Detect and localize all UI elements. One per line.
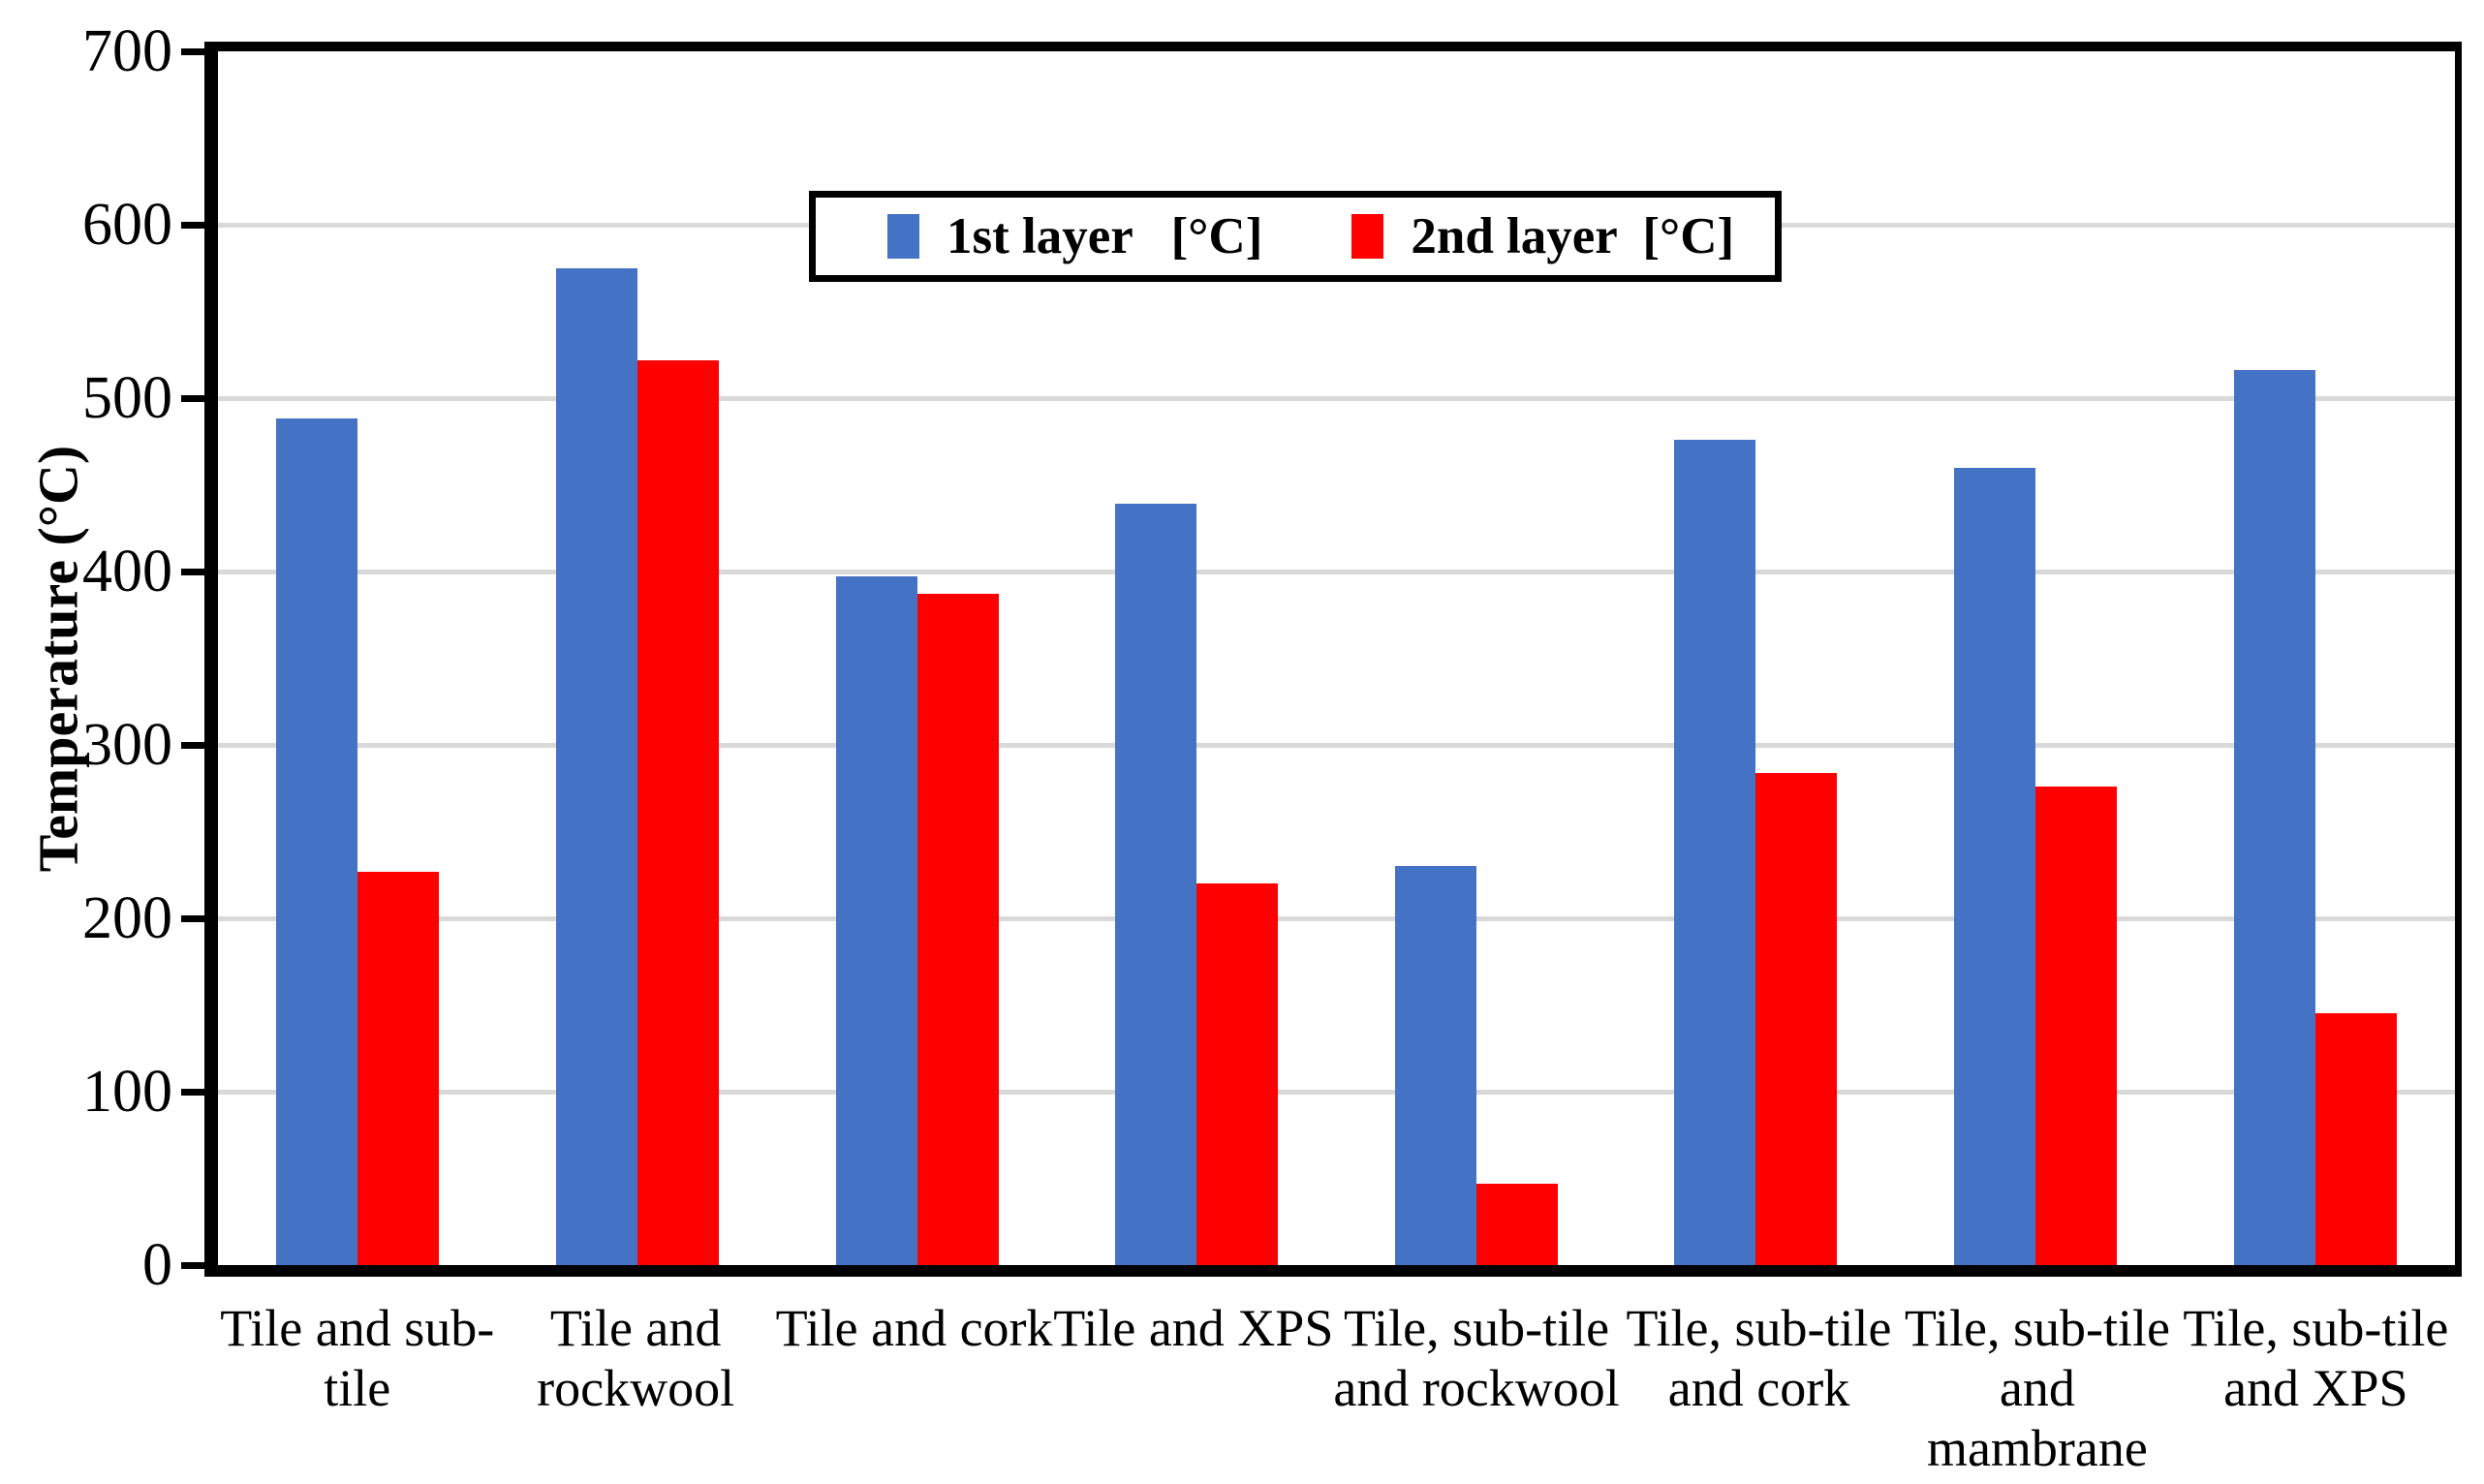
- bar: [555, 267, 637, 1265]
- y-tick-400: [181, 569, 204, 575]
- legend: 1st layer [°C] 2nd layer [°C]: [809, 191, 1782, 282]
- x-category-label: Tile and XPS: [1053, 1299, 1334, 1357]
- y-tick-200: [181, 915, 204, 922]
- bar: [276, 418, 358, 1265]
- plot-area: [204, 42, 2462, 1277]
- y-tick-label-100: 100: [82, 1059, 172, 1125]
- bar: [1115, 504, 1197, 1265]
- y-tick-label-0: 0: [142, 1232, 172, 1298]
- y-tick-300: [181, 742, 204, 749]
- y-tick-label-400: 400: [82, 539, 172, 604]
- x-category-label: Tile and sub-tile: [220, 1299, 495, 1417]
- y-tick-100: [181, 1089, 204, 1096]
- gridline-400: [218, 570, 2455, 574]
- legend-entry-1st-layer: 1st layer [°C]: [887, 207, 1262, 265]
- gridline-300: [218, 743, 2455, 748]
- bar-group-6: [1616, 51, 1896, 1265]
- bar-group-2: [498, 51, 778, 1265]
- y-tick-700: [181, 48, 204, 55]
- y-tick-600: [181, 222, 204, 229]
- y-tick-label-300: 300: [82, 712, 172, 778]
- legend-label-2nd-layer: 2nd layer [°C]: [1411, 208, 1735, 264]
- y-axis-title: Temperature (°C): [26, 445, 90, 873]
- x-category-label: Tile, sub-tile and XPS: [2183, 1299, 2449, 1417]
- legend-swatch-2nd-layer: [1351, 214, 1384, 259]
- bar: [2035, 786, 2118, 1265]
- x-category-label: Tile, sub-tile and mambrane: [1904, 1299, 2170, 1477]
- bar: [2314, 1013, 2397, 1265]
- bar-group-3: [777, 51, 1057, 1265]
- bar: [357, 871, 440, 1265]
- bar: [1954, 467, 2036, 1265]
- y-tick-label-700: 700: [82, 18, 172, 84]
- bar-group-5: [1337, 51, 1617, 1265]
- legend-swatch-1st-layer: [887, 214, 919, 259]
- bar: [2233, 370, 2315, 1265]
- gridline-500: [218, 396, 2455, 401]
- bar: [1394, 866, 1476, 1265]
- y-tick-label-600: 600: [82, 192, 172, 258]
- x-category-label: Tile and cork: [775, 1299, 1053, 1357]
- y-tick-0: [181, 1262, 204, 1269]
- bar-group-7: [1896, 51, 2176, 1265]
- y-tick-500: [181, 395, 204, 402]
- bar-group-1: [218, 51, 498, 1265]
- bar-group-4: [1057, 51, 1337, 1265]
- bar: [1674, 439, 1756, 1265]
- x-category-label: Tile, sub-tile and cork: [1626, 1299, 1892, 1417]
- x-axis-category-labels: Tile and sub-tile Tile and rockwool Tile an…: [218, 1298, 2455, 1478]
- bar: [637, 359, 719, 1265]
- y-tick-label-500: 500: [82, 365, 172, 431]
- gridline-100: [218, 1090, 2455, 1095]
- bar: [1475, 1183, 1558, 1265]
- bar: [916, 594, 999, 1265]
- gridline-200: [218, 916, 2455, 921]
- bar: [1755, 772, 1838, 1265]
- bar: [835, 576, 917, 1265]
- bars-layer: [218, 51, 2455, 1265]
- legend-label-1st-layer: 1st layer [°C]: [947, 208, 1263, 264]
- x-category-label: Tile, sub-tile and rockwool: [1333, 1299, 1620, 1417]
- bar: [1196, 883, 1279, 1265]
- x-category-label: Tile and rockwool: [537, 1299, 735, 1417]
- y-tick-label-200: 200: [82, 885, 172, 951]
- legend-entry-2nd-layer: 2nd layer [°C]: [1351, 207, 1734, 265]
- bar-group-8: [2175, 51, 2455, 1265]
